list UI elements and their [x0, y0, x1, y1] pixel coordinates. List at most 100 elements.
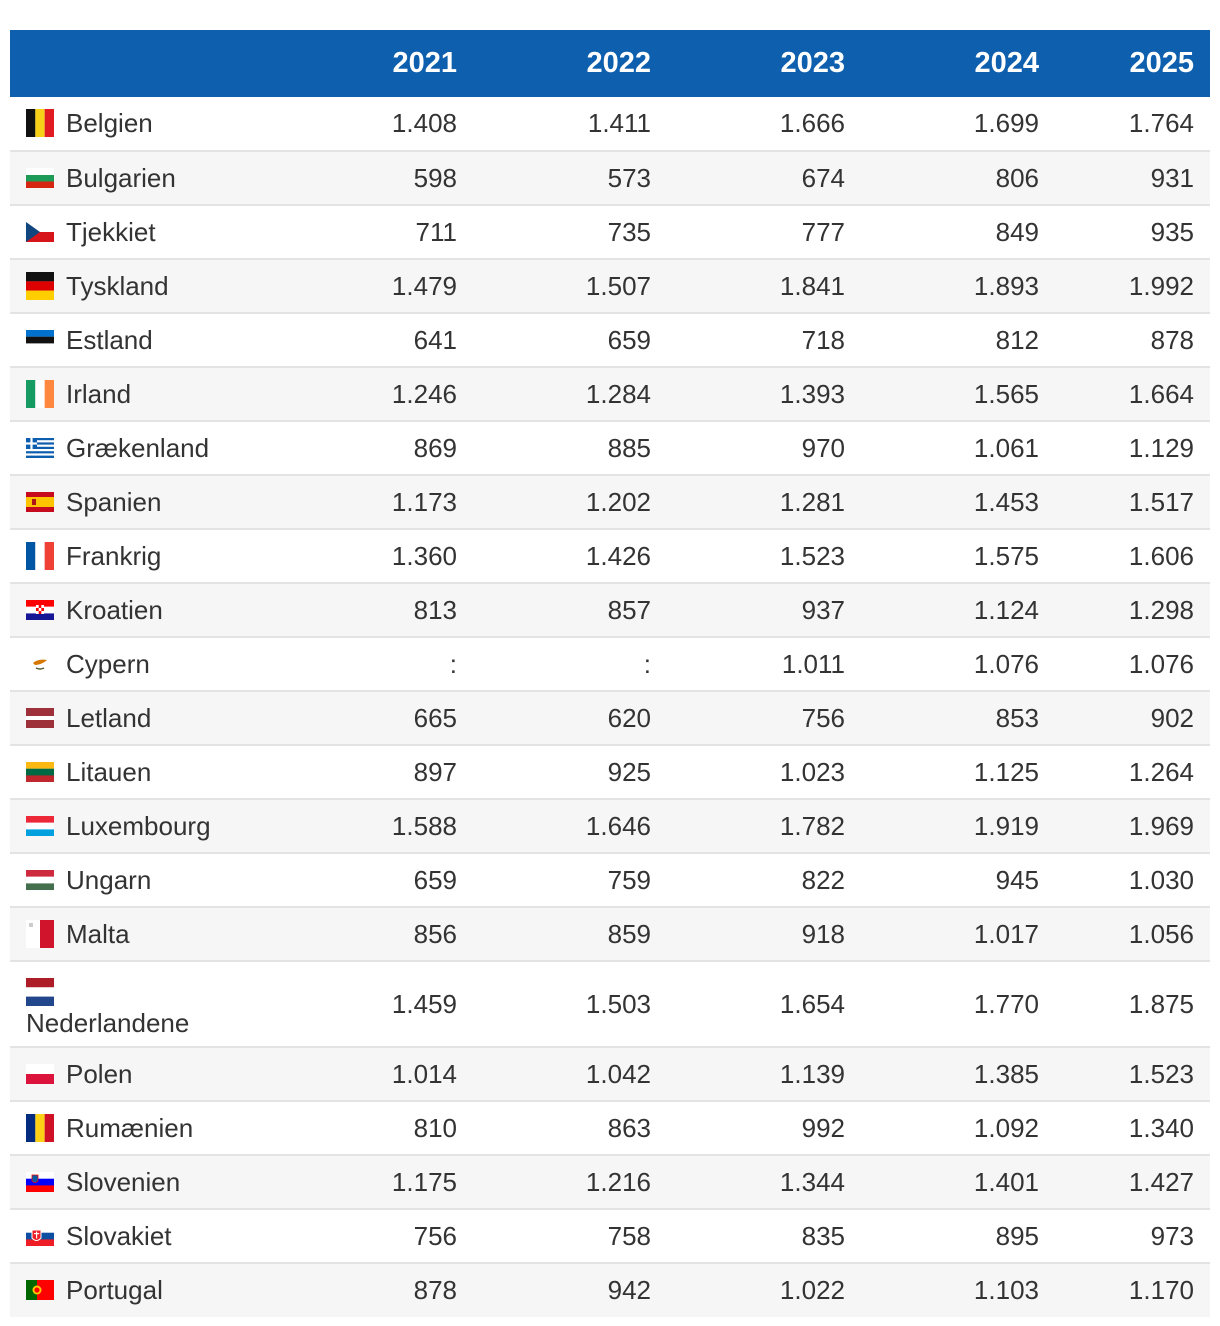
- value-cell-2023: 674: [651, 151, 845, 206]
- value-cell-2024: 945: [845, 853, 1039, 908]
- value-cell-2022: 1.503: [457, 961, 651, 1048]
- bulgaria-flag-icon: [26, 164, 54, 192]
- country-name: Polen: [66, 1058, 133, 1089]
- germany-flag-icon: [26, 271, 54, 300]
- country-cell-rumaenien: Rumænien: [10, 1101, 263, 1156]
- value-cell-2021: 665: [263, 691, 457, 746]
- header-country: [10, 30, 263, 97]
- netherlands-flag-icon: [26, 978, 54, 1006]
- value-cell-2021: 1.459: [263, 961, 457, 1048]
- country-cell-bulgarien: Bulgarien: [10, 151, 263, 206]
- value-cell-2021: 897: [263, 745, 457, 800]
- value-cell-2025: 1.606: [1039, 529, 1210, 584]
- value-cell-2021: 813: [263, 583, 457, 638]
- value-cell-2023: 1.011: [651, 637, 845, 692]
- latvia-flag-icon: [26, 704, 54, 732]
- table-row: Frankrig 1.360 1.426 1.523 1.575 1.606: [10, 529, 1210, 584]
- value-cell-2023: 992: [651, 1101, 845, 1156]
- value-cell-2023: 1.022: [651, 1263, 845, 1317]
- value-cell-2023: 777: [651, 205, 845, 260]
- value-cell-2021: 756: [263, 1209, 457, 1264]
- value-cell-2021: :: [263, 637, 457, 692]
- value-cell-2025: 1.523: [1039, 1047, 1210, 1102]
- value-cell-2023: 756: [651, 691, 845, 746]
- table-row: Kroatien 813 857 937 1.124 1.298: [10, 583, 1210, 638]
- table-row: Luxembourg 1.588 1.646 1.782 1.919 1.969: [10, 799, 1210, 854]
- value-cell-2021: 659: [263, 853, 457, 908]
- country-cell-irland: Irland: [10, 367, 263, 422]
- value-cell-2025: 1.129: [1039, 421, 1210, 476]
- table-row: Slovakiet 756 758 835 895 973: [10, 1209, 1210, 1264]
- value-cell-2023: 1.281: [651, 475, 845, 530]
- value-cell-2023: 1.393: [651, 367, 845, 422]
- country-cell-cypern: Cypern: [10, 637, 263, 692]
- country-cell-ungarn: Ungarn: [10, 853, 263, 908]
- value-cell-2024: 1.076: [845, 637, 1039, 692]
- value-cell-2024: 1.453: [845, 475, 1039, 530]
- value-cell-2023: 918: [651, 907, 845, 962]
- country-cell-letland: Letland: [10, 691, 263, 746]
- value-cell-2024: 1.893: [845, 259, 1039, 314]
- country-cell-estland: Estland: [10, 313, 263, 368]
- slovenia-flag-icon: [26, 1168, 54, 1196]
- country-name: Ungarn: [66, 864, 152, 895]
- country-name: Slovakiet: [66, 1220, 172, 1251]
- value-cell-2021: 1.246: [263, 367, 457, 422]
- value-cell-2022: 1.042: [457, 1047, 651, 1102]
- country-cell-slovakiet: Slovakiet: [10, 1209, 263, 1264]
- ireland-flag-icon: [26, 379, 54, 408]
- value-cell-2021: 1.360: [263, 529, 457, 584]
- value-cell-2025: 1.264: [1039, 745, 1210, 800]
- value-cell-2024: 1.565: [845, 367, 1039, 422]
- value-cell-2023: 1.666: [651, 97, 845, 152]
- value-cell-2024: 1.124: [845, 583, 1039, 638]
- header-year-2022: 2022: [457, 30, 651, 97]
- value-cell-2025: 1.030: [1039, 853, 1210, 908]
- country-cell-frankrig: Frankrig: [10, 529, 263, 584]
- value-cell-2023: 970: [651, 421, 845, 476]
- country-name: Slovenien: [66, 1166, 181, 1197]
- value-cell-2022: 1.646: [457, 799, 651, 854]
- value-cell-2025: 1.170: [1039, 1263, 1210, 1317]
- value-cell-2023: 1.782: [651, 799, 845, 854]
- value-cell-2021: 1.588: [263, 799, 457, 854]
- country-cell-slovenien: Slovenien: [10, 1155, 263, 1210]
- country-name: Rumænien: [66, 1112, 194, 1143]
- value-cell-2021: 856: [263, 907, 457, 962]
- value-cell-2023: 718: [651, 313, 845, 368]
- table-row: Ungarn 659 759 822 945 1.030: [10, 853, 1210, 908]
- value-cell-2024: 812: [845, 313, 1039, 368]
- value-cell-2022: 735: [457, 205, 651, 260]
- table-row: Belgien 1.408 1.411 1.666 1.699 1.764: [10, 97, 1210, 152]
- value-cell-2025: 1.875: [1039, 961, 1210, 1048]
- romania-flag-icon: [26, 1113, 54, 1142]
- value-cell-2024: 1.575: [845, 529, 1039, 584]
- value-cell-2022: 1.216: [457, 1155, 651, 1210]
- value-cell-2025: 878: [1039, 313, 1210, 368]
- value-cell-2025: 1.517: [1039, 475, 1210, 530]
- table-row: Slovenien 1.175 1.216 1.344 1.401 1.427: [10, 1155, 1210, 1210]
- value-cell-2022: 857: [457, 583, 651, 638]
- value-cell-2023: 1.139: [651, 1047, 845, 1102]
- country-name: Luxembourg: [66, 810, 211, 841]
- value-cell-2024: 1.401: [845, 1155, 1039, 1210]
- value-cell-2025: 1.992: [1039, 259, 1210, 314]
- country-name: Estland: [66, 324, 153, 355]
- value-cell-2021: 869: [263, 421, 457, 476]
- minimum-wage-table-container: 2021 2022 2023 2024 2025 Belgien 1.408 1.4…: [10, 30, 1210, 1317]
- header-year-2021: 2021: [263, 30, 457, 97]
- country-name: Bulgarien: [66, 162, 176, 193]
- value-cell-2021: 1.479: [263, 259, 457, 314]
- value-cell-2022: 925: [457, 745, 651, 800]
- value-cell-2023: 1.841: [651, 259, 845, 314]
- country-cell-portugal: Portugal: [10, 1263, 263, 1317]
- value-cell-2023: 1.654: [651, 961, 845, 1048]
- value-cell-2022: 1.411: [457, 97, 651, 152]
- value-cell-2024: 1.919: [845, 799, 1039, 854]
- country-name: Belgien: [66, 108, 153, 138]
- value-cell-2024: 1.125: [845, 745, 1039, 800]
- value-cell-2025: 973: [1039, 1209, 1210, 1264]
- portugal-flag-icon: [26, 1276, 54, 1304]
- country-name: Spanien: [66, 486, 162, 517]
- value-cell-2024: 806: [845, 151, 1039, 206]
